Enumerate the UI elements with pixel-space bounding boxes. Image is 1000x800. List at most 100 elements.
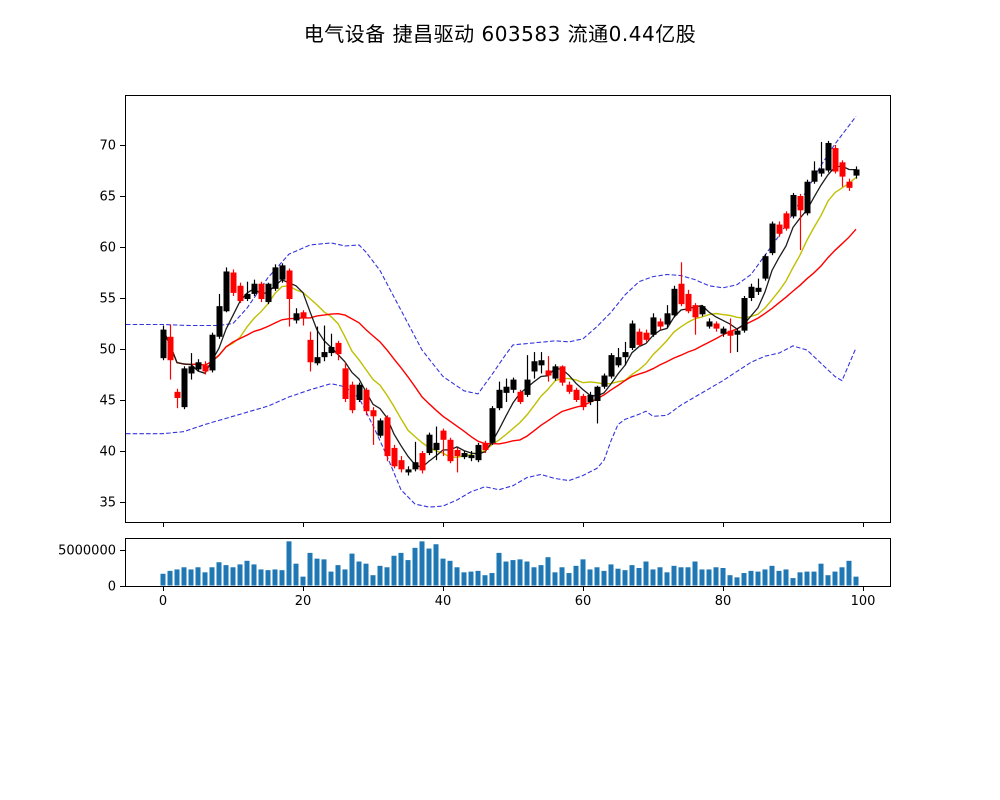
x-tick-label: 80 xyxy=(715,594,732,609)
candle-down xyxy=(517,389,524,405)
volume-bar xyxy=(454,567,460,586)
candle-up xyxy=(328,333,335,357)
candle-up xyxy=(825,140,832,173)
candle-down xyxy=(454,447,461,473)
lower-band-line xyxy=(126,345,857,508)
candle-down xyxy=(846,178,853,191)
main-x-ticks xyxy=(163,522,864,527)
volume-bar xyxy=(825,575,831,586)
candle-up xyxy=(706,318,713,329)
volume-bar xyxy=(517,559,523,586)
x-tick-label: 0 xyxy=(159,594,167,609)
candle-up xyxy=(433,426,440,461)
volume-bar xyxy=(181,567,187,586)
candle-up xyxy=(769,221,776,256)
price-tick-label: 60 xyxy=(99,241,116,256)
candle-up xyxy=(531,352,538,379)
candle-down xyxy=(202,361,209,375)
candle-down xyxy=(167,324,174,380)
candle-down xyxy=(797,193,804,251)
volume-bar xyxy=(279,570,285,586)
candle-down xyxy=(559,365,566,386)
volume-bar xyxy=(811,571,817,586)
candle-up xyxy=(321,325,328,362)
volume-bar xyxy=(594,567,600,586)
volume-bar xyxy=(720,568,726,586)
candles-layer xyxy=(160,140,860,476)
candle-up xyxy=(279,263,286,283)
volume-bar xyxy=(314,558,320,586)
candle-down xyxy=(349,381,356,414)
volume-bar xyxy=(237,564,243,586)
candle-down xyxy=(384,415,391,462)
volume-bar xyxy=(601,570,607,586)
candle-down xyxy=(839,160,846,187)
candle-up xyxy=(489,406,496,445)
volume-bar xyxy=(461,572,467,586)
volume-bar xyxy=(496,552,502,586)
candle-down xyxy=(440,428,447,457)
volume-bar xyxy=(286,541,292,586)
candle-up xyxy=(412,441,419,472)
candle-down xyxy=(566,381,573,394)
x-tick-label: 60 xyxy=(575,594,592,609)
candle-up xyxy=(853,166,860,179)
volume-bar xyxy=(195,567,201,586)
volume-bar xyxy=(636,568,642,586)
volume-bar xyxy=(839,567,845,586)
volume-bar xyxy=(608,564,614,586)
candle-down xyxy=(832,145,839,174)
candle-down xyxy=(713,321,720,332)
candle-up xyxy=(601,373,608,389)
volume-bar xyxy=(671,565,677,586)
candle-down xyxy=(370,407,377,445)
volume-bar xyxy=(160,573,166,586)
volume-bar xyxy=(762,569,768,586)
candle-down xyxy=(545,356,552,382)
candle-up xyxy=(615,347,622,368)
price-tick-label: 35 xyxy=(99,496,116,511)
volume-bar xyxy=(272,569,278,586)
candle-up xyxy=(293,308,300,324)
volume-axis-ticks: 0 5000000 xyxy=(58,544,125,595)
volume-bar xyxy=(216,562,222,586)
volume-bar xyxy=(468,571,474,586)
candle-up xyxy=(741,295,748,333)
volume-bar xyxy=(678,567,684,586)
panel-frames xyxy=(125,95,891,587)
volume-bar xyxy=(741,573,747,586)
candle-up xyxy=(223,267,230,313)
candle-down xyxy=(692,303,699,335)
volume-bar xyxy=(664,572,670,586)
candle-up xyxy=(314,326,321,366)
volume-bar xyxy=(244,560,250,586)
volume-bar xyxy=(622,570,628,586)
volume-bar xyxy=(832,571,838,586)
volume-bar xyxy=(258,569,264,586)
candle-up xyxy=(608,353,615,379)
ma-slow-line xyxy=(162,228,857,445)
candle-up xyxy=(160,325,167,361)
x-tick-label: 20 xyxy=(295,594,312,609)
volume-bar xyxy=(748,570,754,586)
candle-up xyxy=(629,320,636,351)
volume-bar xyxy=(818,563,824,586)
volume-bar xyxy=(545,557,551,586)
candle-up xyxy=(503,378,510,403)
volume-bar xyxy=(790,578,796,586)
candle-up xyxy=(818,141,825,177)
volume-bar xyxy=(587,569,593,586)
volume-bar xyxy=(657,567,663,586)
volume-bar xyxy=(643,561,649,586)
volume-bar xyxy=(531,567,537,586)
volume-bar xyxy=(776,570,782,586)
x-tick-label: 100 xyxy=(851,594,876,609)
candle-down xyxy=(776,221,783,237)
volume-bar xyxy=(342,569,348,586)
candle-up xyxy=(510,377,517,393)
candle-up xyxy=(622,341,629,366)
candle-up xyxy=(587,391,594,406)
price-panel-frame xyxy=(125,95,891,523)
candle-up xyxy=(468,451,475,462)
